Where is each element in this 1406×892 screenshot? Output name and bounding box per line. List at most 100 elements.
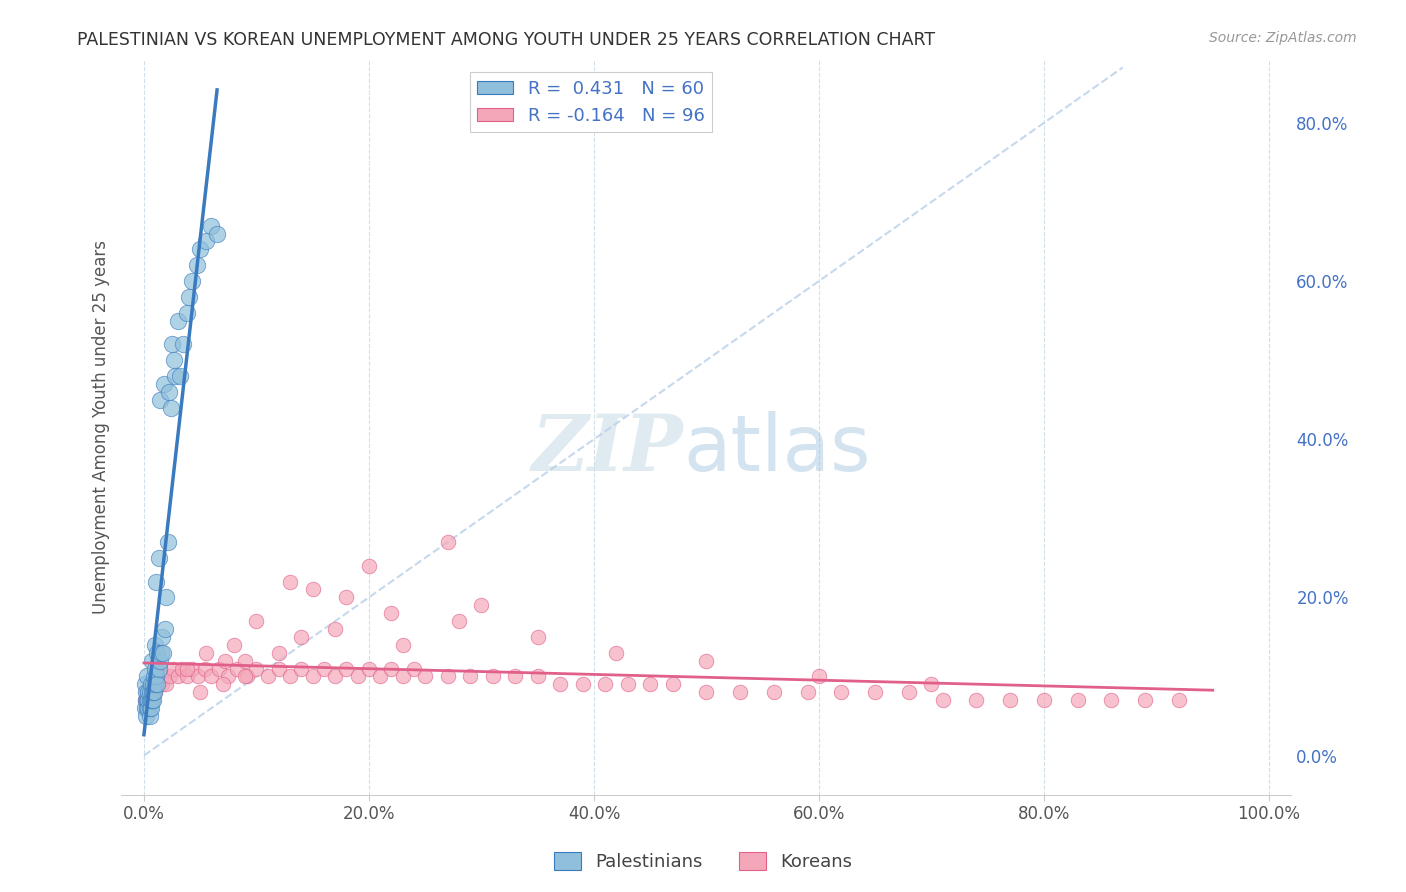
Point [138,701,160,715]
Point [200,219,222,233]
Point [301,669,323,683]
Text: atlas: atlas [683,411,870,487]
Point [278,574,301,589]
Point [1168,693,1191,707]
Point [290,661,312,675]
Legend: Palestinians, Koreans: Palestinians, Koreans [547,845,859,879]
Legend: R =  0.431   N = 60, R = -0.164   N = 96: R = 0.431 N = 60, R = -0.164 N = 96 [470,72,711,132]
Point [139,677,162,691]
Point [830,685,852,699]
Point [145,574,167,589]
Point [152,646,174,660]
Point [169,368,191,383]
Point [335,591,357,605]
Point [233,654,256,668]
Point [391,669,413,683]
Point [141,654,163,668]
Point [159,669,181,683]
Point [142,693,165,707]
Point [135,685,157,699]
Point [138,685,160,699]
Point [188,685,211,699]
Point [391,638,413,652]
Point [194,235,217,249]
Point [245,661,267,675]
Point [807,669,830,683]
Point [166,313,188,327]
Point [526,669,548,683]
Point [138,709,160,723]
Point [222,638,245,652]
Point [138,685,160,699]
Point [135,709,157,723]
Point [149,646,172,660]
Point [1101,693,1123,707]
Point [176,669,198,683]
Point [157,384,180,399]
Point [143,638,166,652]
Point [138,693,160,707]
Point [571,677,593,691]
Point [267,661,290,675]
Point [226,661,249,675]
Point [695,654,717,668]
Point [135,685,157,699]
Point [145,669,167,683]
Point [380,606,402,620]
Text: Source: ZipAtlas.com: Source: ZipAtlas.com [1209,31,1357,45]
Point [153,669,176,683]
Point [138,693,160,707]
Point [503,669,526,683]
Point [211,677,233,691]
Point [142,685,165,699]
Point [172,337,194,351]
Point [138,701,160,715]
Point [380,661,402,675]
Point [548,677,571,691]
Point [176,661,198,675]
Point [134,677,156,691]
Point [200,669,222,683]
Point [965,693,987,707]
Point [136,693,159,707]
Point [139,685,162,699]
Point [138,685,160,699]
Point [312,661,335,675]
Point [214,654,236,668]
Point [150,630,173,644]
Point [1135,693,1157,707]
Point [150,677,173,691]
Point [146,677,169,691]
Point [920,677,942,691]
Point [142,677,165,691]
Point [593,677,616,691]
Text: PALESTINIAN VS KOREAN UNEMPLOYMENT AMONG YOUTH UNDER 25 YEARS CORRELATION CHART: PALESTINIAN VS KOREAN UNEMPLOYMENT AMONG… [77,31,935,49]
Point [188,243,211,257]
Point [205,227,228,241]
Point [661,677,683,691]
Y-axis label: Unemployment Among Youth under 25 years: Unemployment Among Youth under 25 years [93,240,110,615]
Point [146,677,169,691]
Point [153,376,176,391]
Point [136,701,159,715]
Point [143,677,166,691]
Point [236,669,259,683]
Point [447,614,470,628]
Point [176,306,198,320]
Point [357,558,380,573]
Point [141,677,163,691]
Point [368,669,391,683]
Point [166,669,188,683]
Point [143,685,166,699]
Point [256,669,278,683]
Point [413,669,436,683]
Point [143,677,166,691]
Point [141,693,163,707]
Point [143,685,166,699]
Point [863,685,886,699]
Point [267,646,290,660]
Point [605,646,627,660]
Point [1033,693,1056,707]
Point [335,661,357,675]
Point [139,701,162,715]
